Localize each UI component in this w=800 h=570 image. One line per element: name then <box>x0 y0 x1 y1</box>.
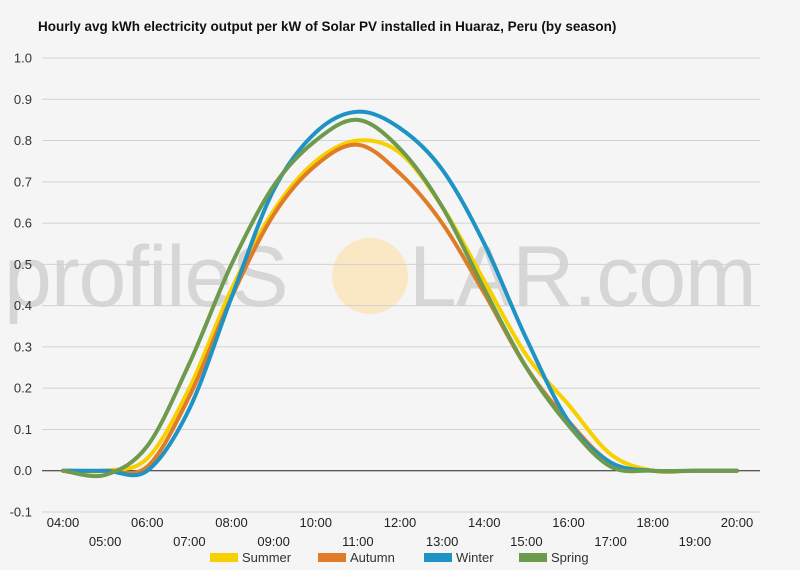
y-tick-label: 0.9 <box>14 92 32 107</box>
legend-swatch <box>210 553 238 562</box>
legend-label: Winter <box>456 550 494 565</box>
grid-lines <box>42 57 760 513</box>
legend: Summer Autumn Winter Spring <box>210 550 589 565</box>
legend-item-summer[interactable]: Summer <box>210 550 292 565</box>
x-tick-label: 10:00 <box>299 515 332 530</box>
x-tick-label: 18:00 <box>636 515 669 530</box>
x-tick-label: 13:00 <box>426 534 459 549</box>
x-tick-label: 19:00 <box>679 534 712 549</box>
y-axis-ticks: -0.1 0.0 0.1 0.2 0.3 0.4 0.5 0.6 0.7 0.8 0.9 1.0 <box>10 51 32 520</box>
series-lines <box>61 109 739 479</box>
y-tick-label: 0.7 <box>14 174 32 189</box>
x-tick-label: 16:00 <box>552 515 585 530</box>
y-tick-label: 0.2 <box>14 381 32 396</box>
x-tick-label: 20:00 <box>721 515 754 530</box>
legend-label: Autumn <box>350 550 395 565</box>
series-line-winter <box>61 109 739 478</box>
x-tick-label: 17:00 <box>594 534 627 549</box>
y-tick-label: 0.3 <box>14 339 32 354</box>
y-tick-label: 1.0 <box>14 51 32 66</box>
legend-label: Summer <box>242 550 292 565</box>
x-tick-label: 11:00 <box>342 534 374 549</box>
legend-label: Spring <box>551 550 589 565</box>
x-tick-label: 12:00 <box>384 515 417 530</box>
y-tick-label: 0.0 <box>14 463 32 478</box>
y-tick-label: 0.1 <box>14 422 32 437</box>
y-tick-label: 0.4 <box>14 298 32 313</box>
y-tick-label: 0.8 <box>14 133 32 148</box>
y-tick-label: 0.6 <box>14 216 32 231</box>
legend-swatch <box>318 553 346 562</box>
x-tick-label: 15:00 <box>510 534 543 549</box>
legend-item-winter[interactable]: Winter <box>424 550 494 565</box>
y-tick-label: 0.5 <box>14 257 32 272</box>
x-tick-label: 14:00 <box>468 515 501 530</box>
x-tick-label: 06:00 <box>131 515 164 530</box>
watermark-text-right: LAR.com <box>409 229 756 325</box>
y-tick-label: -0.1 <box>10 505 32 520</box>
x-tick-label: 09:00 <box>257 534 290 549</box>
x-tick-label: 05:00 <box>89 534 122 549</box>
x-tick-label: 08:00 <box>215 515 248 530</box>
watermark-sun-icon <box>332 238 408 314</box>
legend-swatch <box>519 553 547 562</box>
series-line-spring <box>61 117 739 479</box>
series-line-summer <box>61 138 739 474</box>
legend-swatch <box>424 553 452 562</box>
chart-title: Hourly avg kWh electricity output per kW… <box>38 19 617 34</box>
x-tick-label: 04:00 <box>47 515 80 530</box>
watermark-text-left: profileS <box>4 229 288 325</box>
legend-item-autumn[interactable]: Autumn <box>318 550 395 565</box>
legend-item-spring[interactable]: Spring <box>519 550 589 565</box>
x-axis-ticks: 04:00 05:00 06:00 07:00 08:00 09:00 10:00 11:00… <box>47 515 754 549</box>
watermark: profileS LAR.com <box>4 229 757 325</box>
x-tick-label: 07:00 <box>173 534 206 549</box>
